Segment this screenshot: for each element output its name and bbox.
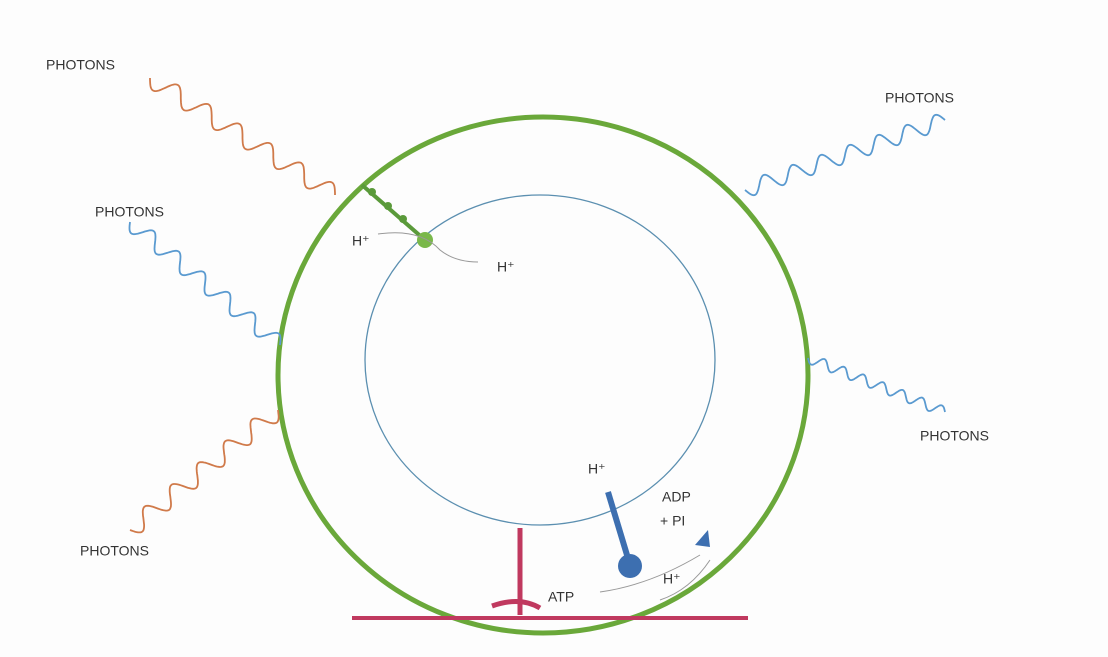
photon-label: PHOTONS xyxy=(80,543,149,559)
proton-label: H⁺ xyxy=(497,259,515,275)
proton-label: H⁺ xyxy=(588,461,606,477)
proton-label: H⁺ xyxy=(352,233,370,249)
photon-label: PHOTONS xyxy=(46,57,115,73)
chain-node xyxy=(368,188,376,196)
molecule-label: ATP xyxy=(548,589,574,605)
photon-label: PHOTONS xyxy=(95,204,164,220)
chain-node xyxy=(399,215,407,223)
chain-node xyxy=(384,202,392,210)
diagram: PHOTONS PHOTONS PHOTONS PHOTONS PHOTONS … xyxy=(0,0,1108,657)
proton-label: H⁺ xyxy=(663,571,681,587)
molecule-label: + PI xyxy=(660,513,685,529)
photon-label: PHOTONS xyxy=(920,428,989,444)
chain-pump xyxy=(417,232,433,248)
molecule-label: ADP xyxy=(662,489,691,505)
synthase-head xyxy=(618,554,642,578)
photon-label: PHOTONS xyxy=(885,90,954,106)
